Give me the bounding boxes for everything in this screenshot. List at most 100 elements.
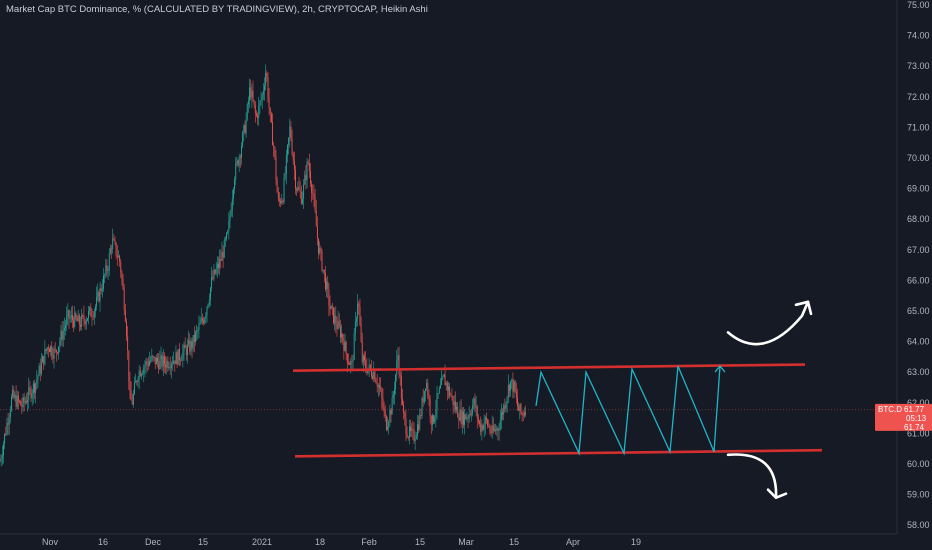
candle-body: [127, 336, 129, 351]
candle: [193, 326, 195, 353]
candle: [360, 316, 362, 343]
candle: [279, 192, 280, 207]
candle-body: [404, 412, 406, 418]
candle-body: [499, 420, 501, 430]
candle-body: [397, 355, 399, 361]
candle-body: [472, 405, 474, 414]
candle-body: [90, 307, 92, 317]
price-tick-label: 62.00: [907, 398, 930, 408]
price-tick-label: 64.00: [907, 337, 930, 347]
candle: [274, 145, 276, 161]
candle: [114, 236, 116, 246]
candle: [272, 113, 273, 146]
candle-body: [346, 353, 348, 364]
candle-body: [362, 355, 364, 363]
candle: [306, 157, 308, 189]
candle-body: [448, 386, 449, 391]
candle: [162, 349, 164, 376]
candle: [45, 348, 47, 354]
candle: [483, 414, 485, 438]
candle-body: [1, 455, 3, 459]
candle-body: [227, 230, 229, 234]
candle-body: [55, 349, 57, 353]
candle: [243, 124, 245, 142]
candle-body: [93, 311, 95, 318]
candle-body: [168, 367, 170, 369]
candle: [103, 267, 104, 292]
candle: [44, 340, 46, 366]
candle-body: [492, 425, 494, 431]
candle: [47, 344, 49, 358]
candle-body: [269, 107, 271, 114]
candle-body: [198, 324, 200, 331]
candle: [30, 385, 32, 403]
time-tick-label: Apr: [566, 537, 580, 547]
candle: [6, 417, 8, 437]
candle-body: [308, 163, 310, 172]
candle: [261, 92, 263, 110]
candle: [522, 410, 524, 422]
candle: [20, 400, 22, 406]
candle: [480, 416, 482, 436]
candle: [389, 404, 391, 428]
time-axis[interactable]: Nov 16 Dec 15 2021 18 Feb 15 Mar 15 Apr 19: [0, 533, 897, 547]
candle-body: [49, 349, 50, 353]
candle: [459, 400, 461, 422]
candle-body: [208, 299, 210, 304]
candle: [154, 356, 156, 370]
candle-body: [6, 423, 8, 435]
candle: [404, 410, 406, 426]
candle: [304, 170, 306, 186]
candle-body: [47, 347, 49, 350]
candle: [51, 341, 53, 361]
candle: [375, 377, 377, 384]
candle-body: [81, 315, 83, 327]
candle-body: [419, 414, 421, 430]
candle-body: [142, 373, 144, 375]
candle-body: [476, 406, 478, 419]
time-tick-label: 2021: [252, 537, 272, 547]
candle-body: [372, 375, 374, 379]
candle: [477, 413, 479, 425]
candle-body: [211, 277, 213, 288]
candle: [273, 142, 275, 158]
candle-body: [440, 385, 441, 388]
breakout-up-arrowhead: [794, 300, 813, 316]
candle-body: [253, 100, 255, 105]
candle: [210, 286, 211, 307]
candle: [349, 361, 351, 365]
price-axis[interactable]: 75.00 74.00 73.00 72.00 71.00 70.00 69.00 68.00…: [896, 0, 930, 534]
candle-body: [89, 307, 91, 311]
candle: [201, 313, 203, 325]
candle-body: [118, 256, 119, 258]
candle: [442, 375, 444, 381]
candle-body: [26, 401, 27, 403]
candle: [43, 356, 45, 370]
candle-body: [254, 104, 256, 114]
candle: [379, 377, 380, 396]
candle: [115, 242, 117, 260]
candle: [208, 293, 210, 308]
candle-body: [311, 183, 313, 194]
candle: [504, 398, 506, 413]
candle-body: [247, 100, 249, 105]
candle-body: [250, 87, 252, 98]
candle: [399, 368, 401, 386]
candle: [214, 269, 216, 275]
candle-body: [192, 334, 194, 349]
candle: [151, 348, 153, 363]
price-badge-low: 61.74: [904, 423, 925, 432]
candle: [512, 372, 514, 399]
candle: [138, 364, 140, 390]
candle-body: [504, 405, 506, 409]
candle-body: [80, 324, 81, 327]
candle: [170, 361, 172, 379]
candle-body: [223, 240, 225, 258]
candle: [182, 344, 184, 368]
candle: [377, 383, 379, 397]
candle-body: [400, 376, 402, 399]
candle-body: [425, 388, 426, 391]
candle-body: [34, 383, 35, 393]
candle-body: [178, 349, 180, 360]
